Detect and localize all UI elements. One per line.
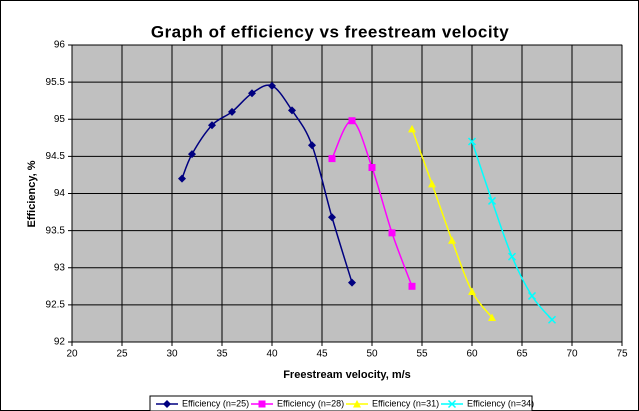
marker (507, 252, 517, 261)
marker (288, 106, 296, 115)
x-tick-label: 75 (616, 349, 628, 360)
x-tick-label: 55 (416, 349, 428, 360)
marker (467, 137, 477, 146)
x-tick-label: 25 (116, 349, 128, 360)
marker (488, 313, 496, 321)
legend: Efficiency (n=25) Efficiency (n=28) Effici… (149, 395, 534, 411)
legend-label: Efficiency (n=25) (182, 398, 249, 408)
marker (468, 287, 476, 296)
marker (328, 213, 336, 222)
x-tick-label: 70 (566, 349, 578, 360)
legend-label: Efficiency (n=34) (467, 398, 534, 408)
marker (408, 282, 416, 290)
marker (208, 121, 216, 130)
legend-label: Efficiency (n=31) (372, 398, 439, 408)
x-tick-label: 50 (366, 349, 378, 360)
x-tick-label: 60 (466, 349, 478, 360)
legend-label: Efficiency (n=28) (277, 398, 344, 408)
marker (428, 179, 436, 188)
x-tick-label: 30 (166, 349, 178, 360)
x-tick-label: 35 (216, 349, 228, 360)
marker (408, 124, 416, 133)
y-tick-label: 92 (54, 337, 66, 348)
marker (487, 196, 497, 205)
marker (527, 291, 537, 300)
x-tick-label: 45 (316, 349, 328, 360)
chart-title: Graph of efficiency vs freestream veloci… (151, 22, 509, 41)
marker (178, 174, 186, 183)
marker (228, 107, 236, 116)
y-tick-label: 94.5 (46, 151, 66, 162)
marker (547, 315, 557, 324)
marker (248, 89, 256, 98)
marker (188, 150, 196, 159)
marker (388, 229, 396, 237)
x-axis-title: Freestream velocity, m/s (283, 369, 411, 381)
legend-box (149, 395, 533, 411)
x-tick-label: 65 (516, 349, 528, 360)
x-tick-label: 40 (266, 349, 278, 360)
marker (258, 400, 266, 408)
marker (328, 155, 336, 163)
marker (353, 400, 361, 408)
series-line (181, 84, 353, 283)
y-tick-label: 96 (54, 40, 66, 51)
y-tick-label: 93 (54, 262, 66, 273)
y-tick-label: 94 (54, 188, 66, 199)
y-tick-label: 92.5 (46, 300, 66, 311)
marker (348, 278, 356, 287)
marker (268, 81, 276, 90)
plot (178, 81, 557, 324)
marker (448, 236, 456, 244)
marker (308, 141, 316, 150)
marker (447, 399, 457, 409)
x-tick-label: 20 (66, 349, 78, 360)
marker (368, 164, 376, 172)
marker (163, 400, 171, 408)
y-axis-title: Efficiency, % (26, 160, 38, 227)
marker (348, 117, 356, 125)
y-tick-label: 95.5 (46, 77, 66, 88)
y-tick-label: 95 (54, 114, 66, 125)
y-tick-label: 93.5 (46, 225, 66, 236)
